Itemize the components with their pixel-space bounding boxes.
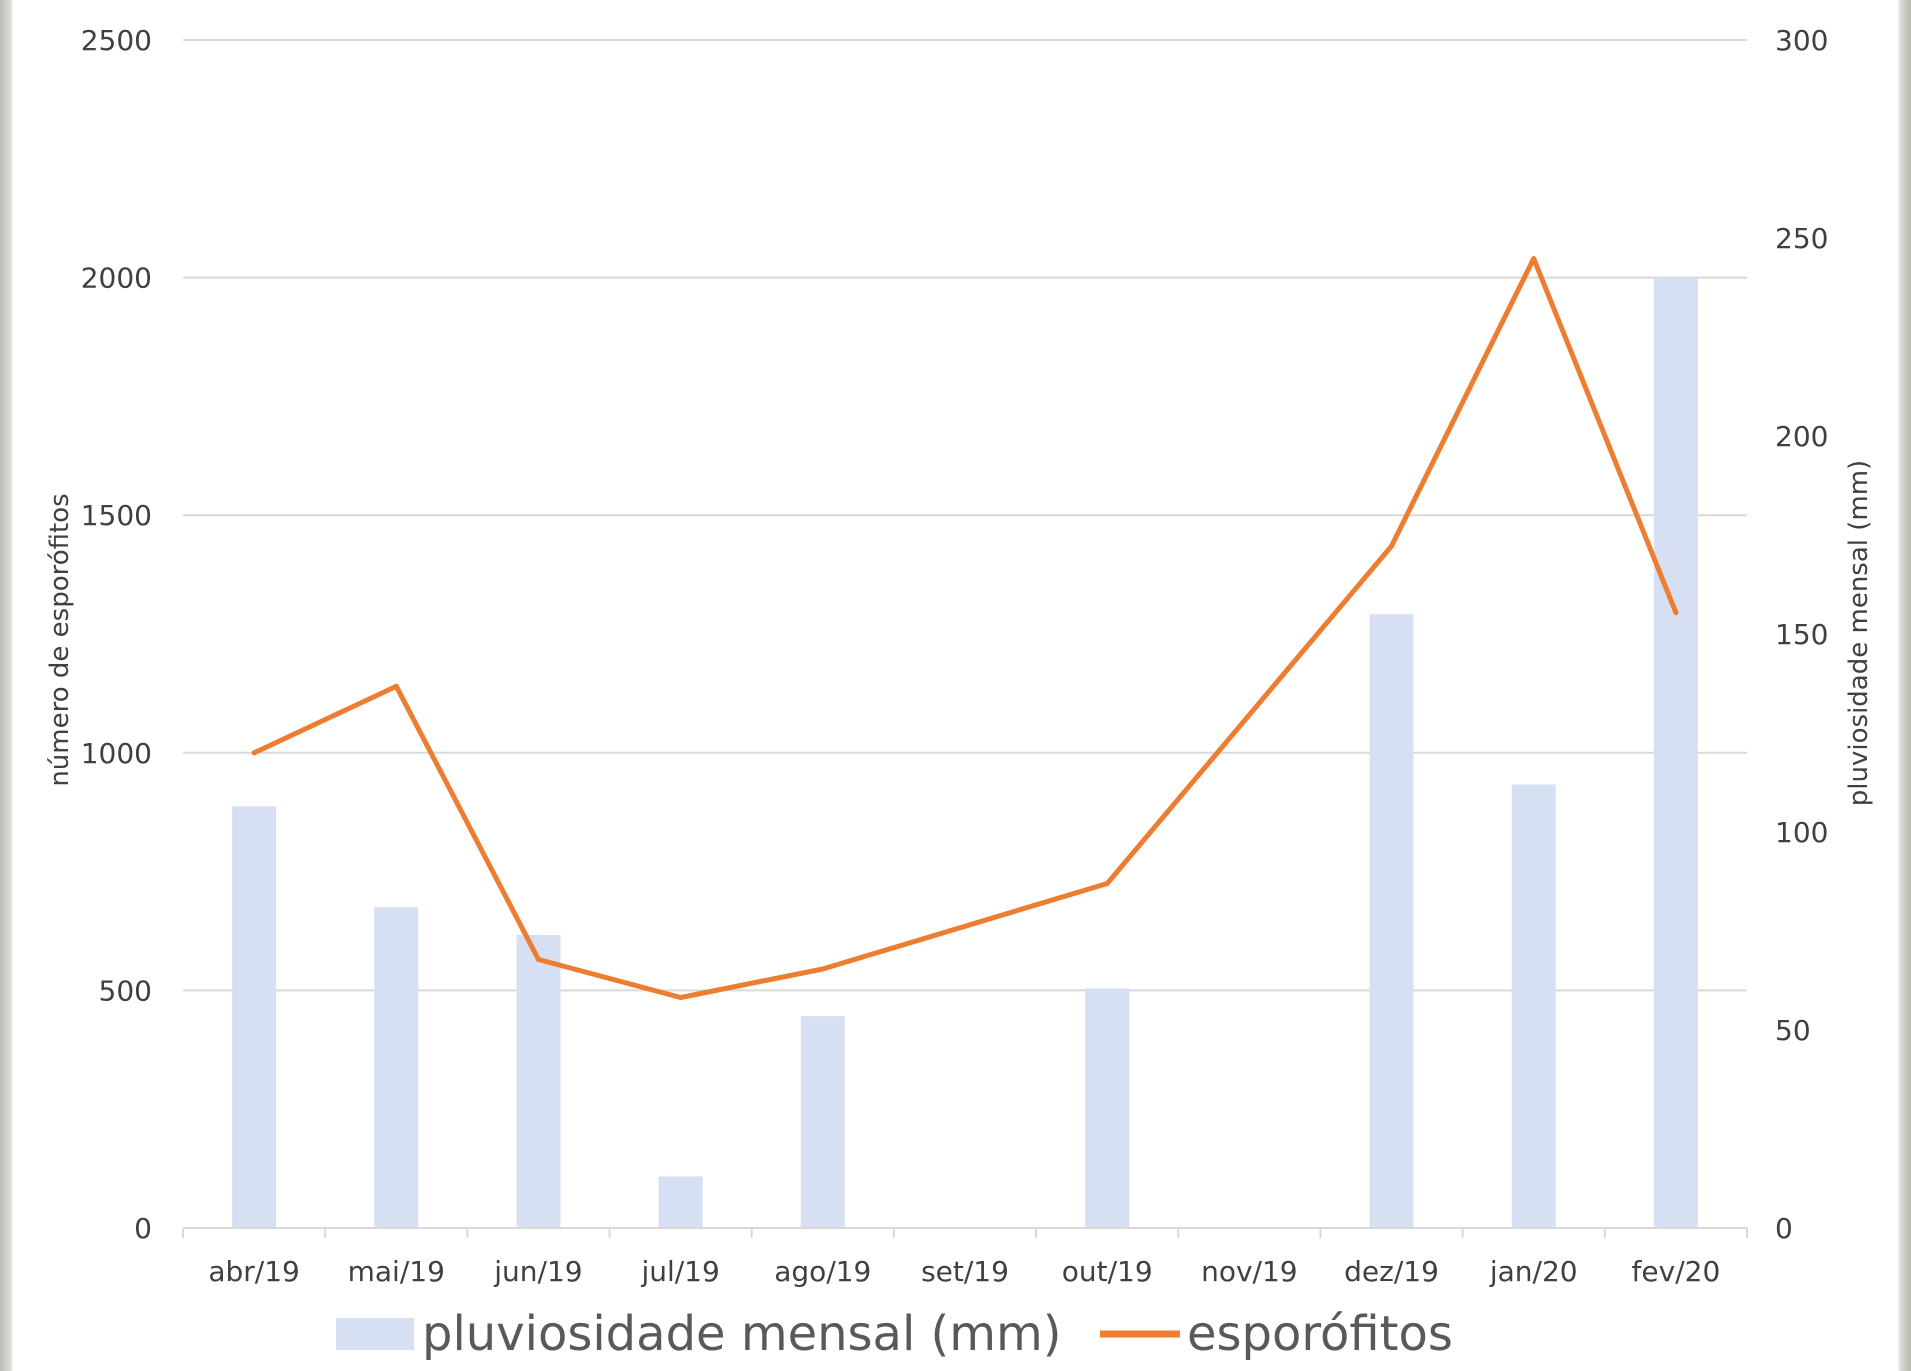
legend-label-rainfall: pluviosidade mensal (mm)	[422, 1306, 1062, 1362]
sporophyte-point	[678, 995, 684, 1001]
sporophyte-point	[1673, 610, 1679, 616]
rainfall-bar	[658, 1176, 703, 1228]
y-left-axis-title: número de esporófitos	[45, 493, 75, 786]
sporophyte-point	[251, 750, 257, 756]
y-left-tick-label: 1000	[81, 737, 152, 770]
y-right-tick-label: 300	[1775, 24, 1828, 57]
x-tick-label: mai/19	[348, 1255, 445, 1288]
rainfall-bars	[232, 277, 1698, 1229]
sporophyte-point	[1531, 256, 1537, 262]
y-right-tick-label: 50	[1775, 1014, 1811, 1047]
x-tick-label: jul/19	[640, 1255, 719, 1288]
sporophyte-point	[1389, 543, 1395, 549]
y-left-tick-label: 0	[134, 1212, 152, 1245]
y-right-tick-label: 0	[1775, 1212, 1793, 1245]
sporophyte-point	[535, 957, 541, 963]
rainfall-bar	[374, 907, 419, 1228]
sporophyte-line	[251, 256, 1679, 1001]
legend: pluviosidade mensal (mm) esporófitos	[336, 1306, 1453, 1362]
x-tick-label: jun/19	[493, 1255, 582, 1288]
sporophyte-point	[1104, 880, 1110, 886]
y-right-tick-label: 200	[1775, 420, 1828, 453]
y-left-tick-label: 2500	[81, 24, 152, 57]
y-right-tick-label: 250	[1775, 222, 1828, 255]
x-tick-label: ago/19	[774, 1255, 871, 1288]
y-right-tick-label: 100	[1775, 816, 1828, 849]
x-tick-label: jan/20	[1489, 1255, 1578, 1288]
x-tick-label: nov/19	[1201, 1255, 1298, 1288]
legend-label-sporophytes: esporófitos	[1187, 1306, 1453, 1362]
y-left-tick-label: 500	[99, 974, 152, 1007]
x-axis	[182, 1227, 1748, 1238]
x-tick-label: dez/19	[1344, 1255, 1439, 1288]
sporophyte-series-line	[251, 256, 1679, 1000]
x-tick-label: out/19	[1062, 1255, 1153, 1288]
tick-labels: 0 500 1000 1500 2000 2500 0 50 100 150 200 250 300 ab…	[81, 24, 1829, 1288]
sporophyte-point	[393, 683, 399, 689]
x-tick-label: fev/20	[1632, 1255, 1721, 1288]
rainfall-bar	[1653, 277, 1698, 1229]
x-tick-label: abr/19	[208, 1255, 300, 1288]
y-left-tick-label: 1500	[81, 499, 152, 532]
rainfall-bar	[1369, 614, 1414, 1228]
rainfall-bar	[1085, 988, 1130, 1228]
gridlines	[183, 39, 1747, 992]
y-right-tick-label: 150	[1775, 618, 1828, 651]
rainfall-bar	[1511, 784, 1556, 1228]
sporophyte-point	[820, 966, 826, 972]
legend-swatch-rainfall	[336, 1318, 414, 1350]
y-right-axis-title: pluviosidade mensal (mm)	[1844, 460, 1874, 806]
y-left-tick-label: 2000	[81, 262, 152, 295]
x-tick-label: set/19	[921, 1255, 1009, 1288]
rainfall-bar	[800, 1016, 845, 1228]
rainfall-bar	[232, 806, 277, 1228]
rainfall-bar	[516, 934, 561, 1228]
